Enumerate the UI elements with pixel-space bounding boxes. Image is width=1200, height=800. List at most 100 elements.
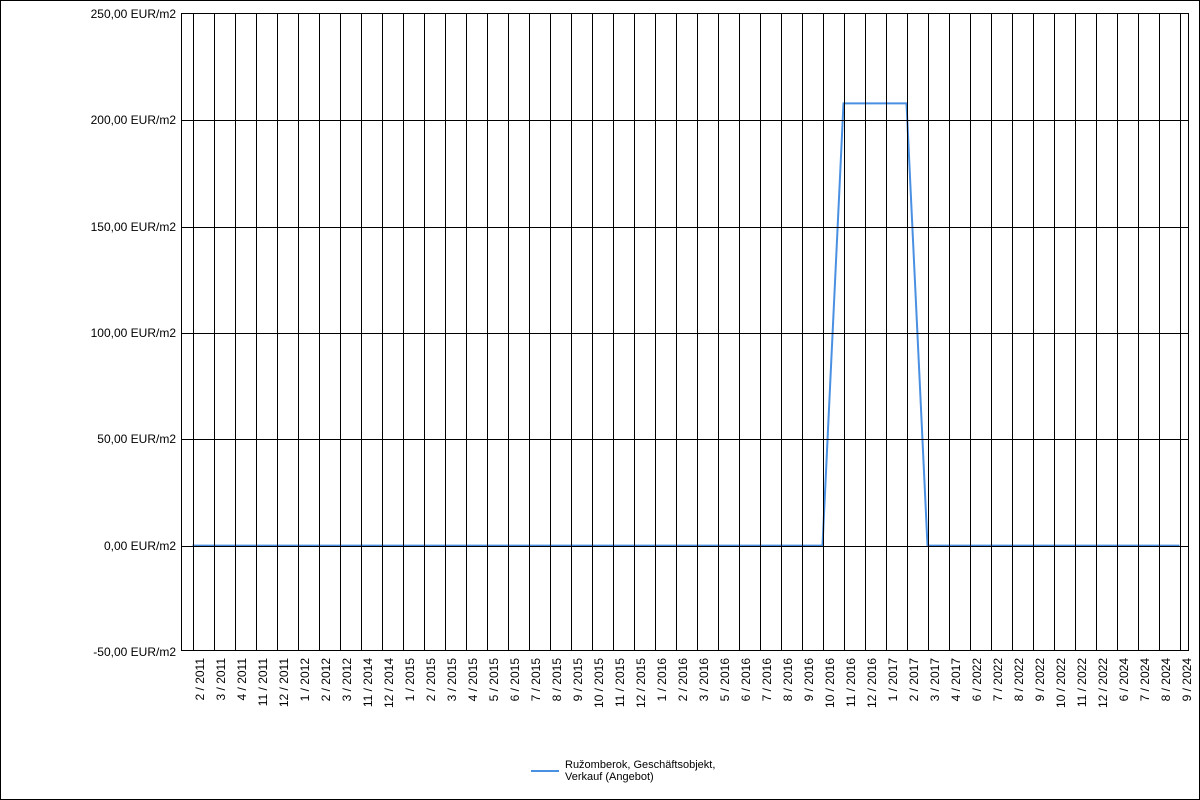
- grid-line-vertical: [928, 14, 929, 650]
- grid-line-vertical: [823, 14, 824, 650]
- grid-line-vertical: [1138, 14, 1139, 650]
- grid-line-horizontal: [182, 333, 1188, 334]
- x-tick-label: 2 / 2017: [907, 654, 921, 701]
- x-tick-label: 1 / 2012: [298, 654, 312, 701]
- grid-line-vertical: [718, 14, 719, 650]
- x-tick-label: 8 / 2015: [550, 654, 564, 701]
- grid-line-vertical: [1054, 14, 1055, 650]
- x-tick-label: 6 / 2016: [739, 654, 753, 701]
- x-tick-label: 6 / 2015: [508, 654, 522, 701]
- x-tick-label: 7 / 2016: [760, 654, 774, 701]
- x-tick-label: 4 / 2017: [949, 654, 963, 701]
- x-tick-label: 9 / 2022: [1033, 654, 1047, 701]
- x-tick-label: 2 / 2016: [676, 654, 690, 701]
- y-tick-label: 150,00 EUR/m2: [91, 220, 182, 234]
- grid-line-vertical: [550, 14, 551, 650]
- x-tick-label: 3 / 2011: [214, 654, 228, 700]
- x-tick-label: 1 / 2015: [403, 654, 417, 701]
- chart-container: -50,00 EUR/m20,00 EUR/m250,00 EUR/m2100,…: [0, 0, 1200, 800]
- grid-line-vertical: [319, 14, 320, 650]
- grid-line-vertical: [445, 14, 446, 650]
- grid-line-vertical: [1075, 14, 1076, 650]
- x-tick-label: 10 / 2016: [823, 654, 837, 708]
- grid-line-vertical: [613, 14, 614, 650]
- x-tick-label: 12 / 2016: [865, 654, 879, 708]
- grid-line-vertical: [949, 14, 950, 650]
- grid-line-vertical: [571, 14, 572, 650]
- grid-line-vertical: [697, 14, 698, 650]
- x-tick-label: 5 / 2015: [487, 654, 501, 701]
- legend-label: Ružomberok, Geschäftsobjekt, Verkauf (An…: [565, 759, 715, 783]
- legend-swatch: [531, 770, 559, 772]
- x-tick-label: 9 / 2024: [1180, 654, 1194, 701]
- x-tick-label: 12 / 2011: [277, 654, 291, 707]
- grid-line-vertical: [193, 14, 194, 650]
- grid-line-vertical: [676, 14, 677, 650]
- grid-line-vertical: [298, 14, 299, 650]
- grid-line-vertical: [424, 14, 425, 650]
- grid-line-vertical: [592, 14, 593, 650]
- y-tick-label: -50,00 EUR/m2: [93, 645, 182, 659]
- grid-line-vertical: [865, 14, 866, 650]
- x-tick-label: 3 / 2012: [340, 654, 354, 701]
- grid-line-horizontal: [182, 439, 1188, 440]
- x-tick-label: 8 / 2022: [1012, 654, 1026, 701]
- grid-line-vertical: [235, 14, 236, 650]
- x-tick-label: 12 / 2014: [382, 654, 396, 708]
- grid-line-horizontal: [182, 546, 1188, 547]
- y-tick-label: 50,00 EUR/m2: [97, 432, 182, 446]
- x-tick-label: 7 / 2024: [1138, 654, 1152, 701]
- x-tick-label: 11 / 2014: [361, 654, 375, 707]
- x-tick-label: 2 / 2012: [319, 654, 333, 701]
- x-tick-label: 12 / 2022: [1096, 654, 1110, 708]
- x-tick-label: 4 / 2011: [235, 654, 249, 700]
- x-tick-label: 1 / 2017: [886, 654, 900, 701]
- grid-line-vertical: [655, 14, 656, 650]
- x-tick-label: 12 / 2015: [634, 654, 648, 708]
- x-tick-label: 11 / 2016: [844, 654, 858, 707]
- x-tick-label: 9 / 2016: [802, 654, 816, 701]
- x-tick-label: 6 / 2022: [970, 654, 984, 701]
- x-tick-label: 10 / 2022: [1054, 654, 1068, 708]
- grid-line-vertical: [1033, 14, 1034, 650]
- grid-line-vertical: [781, 14, 782, 650]
- grid-line-vertical: [907, 14, 908, 650]
- grid-line-vertical: [802, 14, 803, 650]
- x-tick-label: 7 / 2015: [529, 654, 543, 701]
- grid-line-vertical: [340, 14, 341, 650]
- series-path: [193, 103, 1180, 545]
- x-tick-label: 2 / 2015: [424, 654, 438, 701]
- x-tick-label: 3 / 2017: [928, 654, 942, 701]
- x-tick-label: 2 / 2011: [193, 654, 207, 700]
- x-tick-label: 7 / 2022: [991, 654, 1005, 701]
- grid-line-vertical: [466, 14, 467, 650]
- x-tick-label: 3 / 2015: [445, 654, 459, 701]
- grid-line-vertical: [361, 14, 362, 650]
- grid-line-vertical: [1180, 14, 1181, 650]
- x-tick-label: 6 / 2024: [1117, 654, 1131, 701]
- grid-line-vertical: [844, 14, 845, 650]
- grid-line-vertical: [382, 14, 383, 650]
- x-tick-label: 11 / 2015: [613, 654, 627, 707]
- y-tick-label: 0,00 EUR/m2: [104, 539, 182, 553]
- x-tick-label: 10 / 2015: [592, 654, 606, 708]
- grid-line-vertical: [1096, 14, 1097, 650]
- grid-line-vertical: [991, 14, 992, 650]
- plot-area: -50,00 EUR/m20,00 EUR/m250,00 EUR/m2100,…: [181, 13, 1189, 651]
- x-tick-label: 8 / 2024: [1159, 654, 1173, 701]
- grid-line-vertical: [1117, 14, 1118, 650]
- y-tick-label: 250,00 EUR/m2: [91, 7, 182, 21]
- grid-line-vertical: [886, 14, 887, 650]
- grid-line-horizontal: [182, 120, 1188, 121]
- y-tick-label: 200,00 EUR/m2: [91, 113, 182, 127]
- x-tick-label: 1 / 2016: [655, 654, 669, 701]
- x-tick-label: 3 / 2016: [697, 654, 711, 701]
- grid-line-vertical: [760, 14, 761, 650]
- x-tick-label: 4 / 2015: [466, 654, 480, 701]
- grid-line-vertical: [1012, 14, 1013, 650]
- grid-line-vertical: [739, 14, 740, 650]
- grid-line-vertical: [970, 14, 971, 650]
- grid-line-vertical: [403, 14, 404, 650]
- grid-line-vertical: [529, 14, 530, 650]
- grid-line-vertical: [277, 14, 278, 650]
